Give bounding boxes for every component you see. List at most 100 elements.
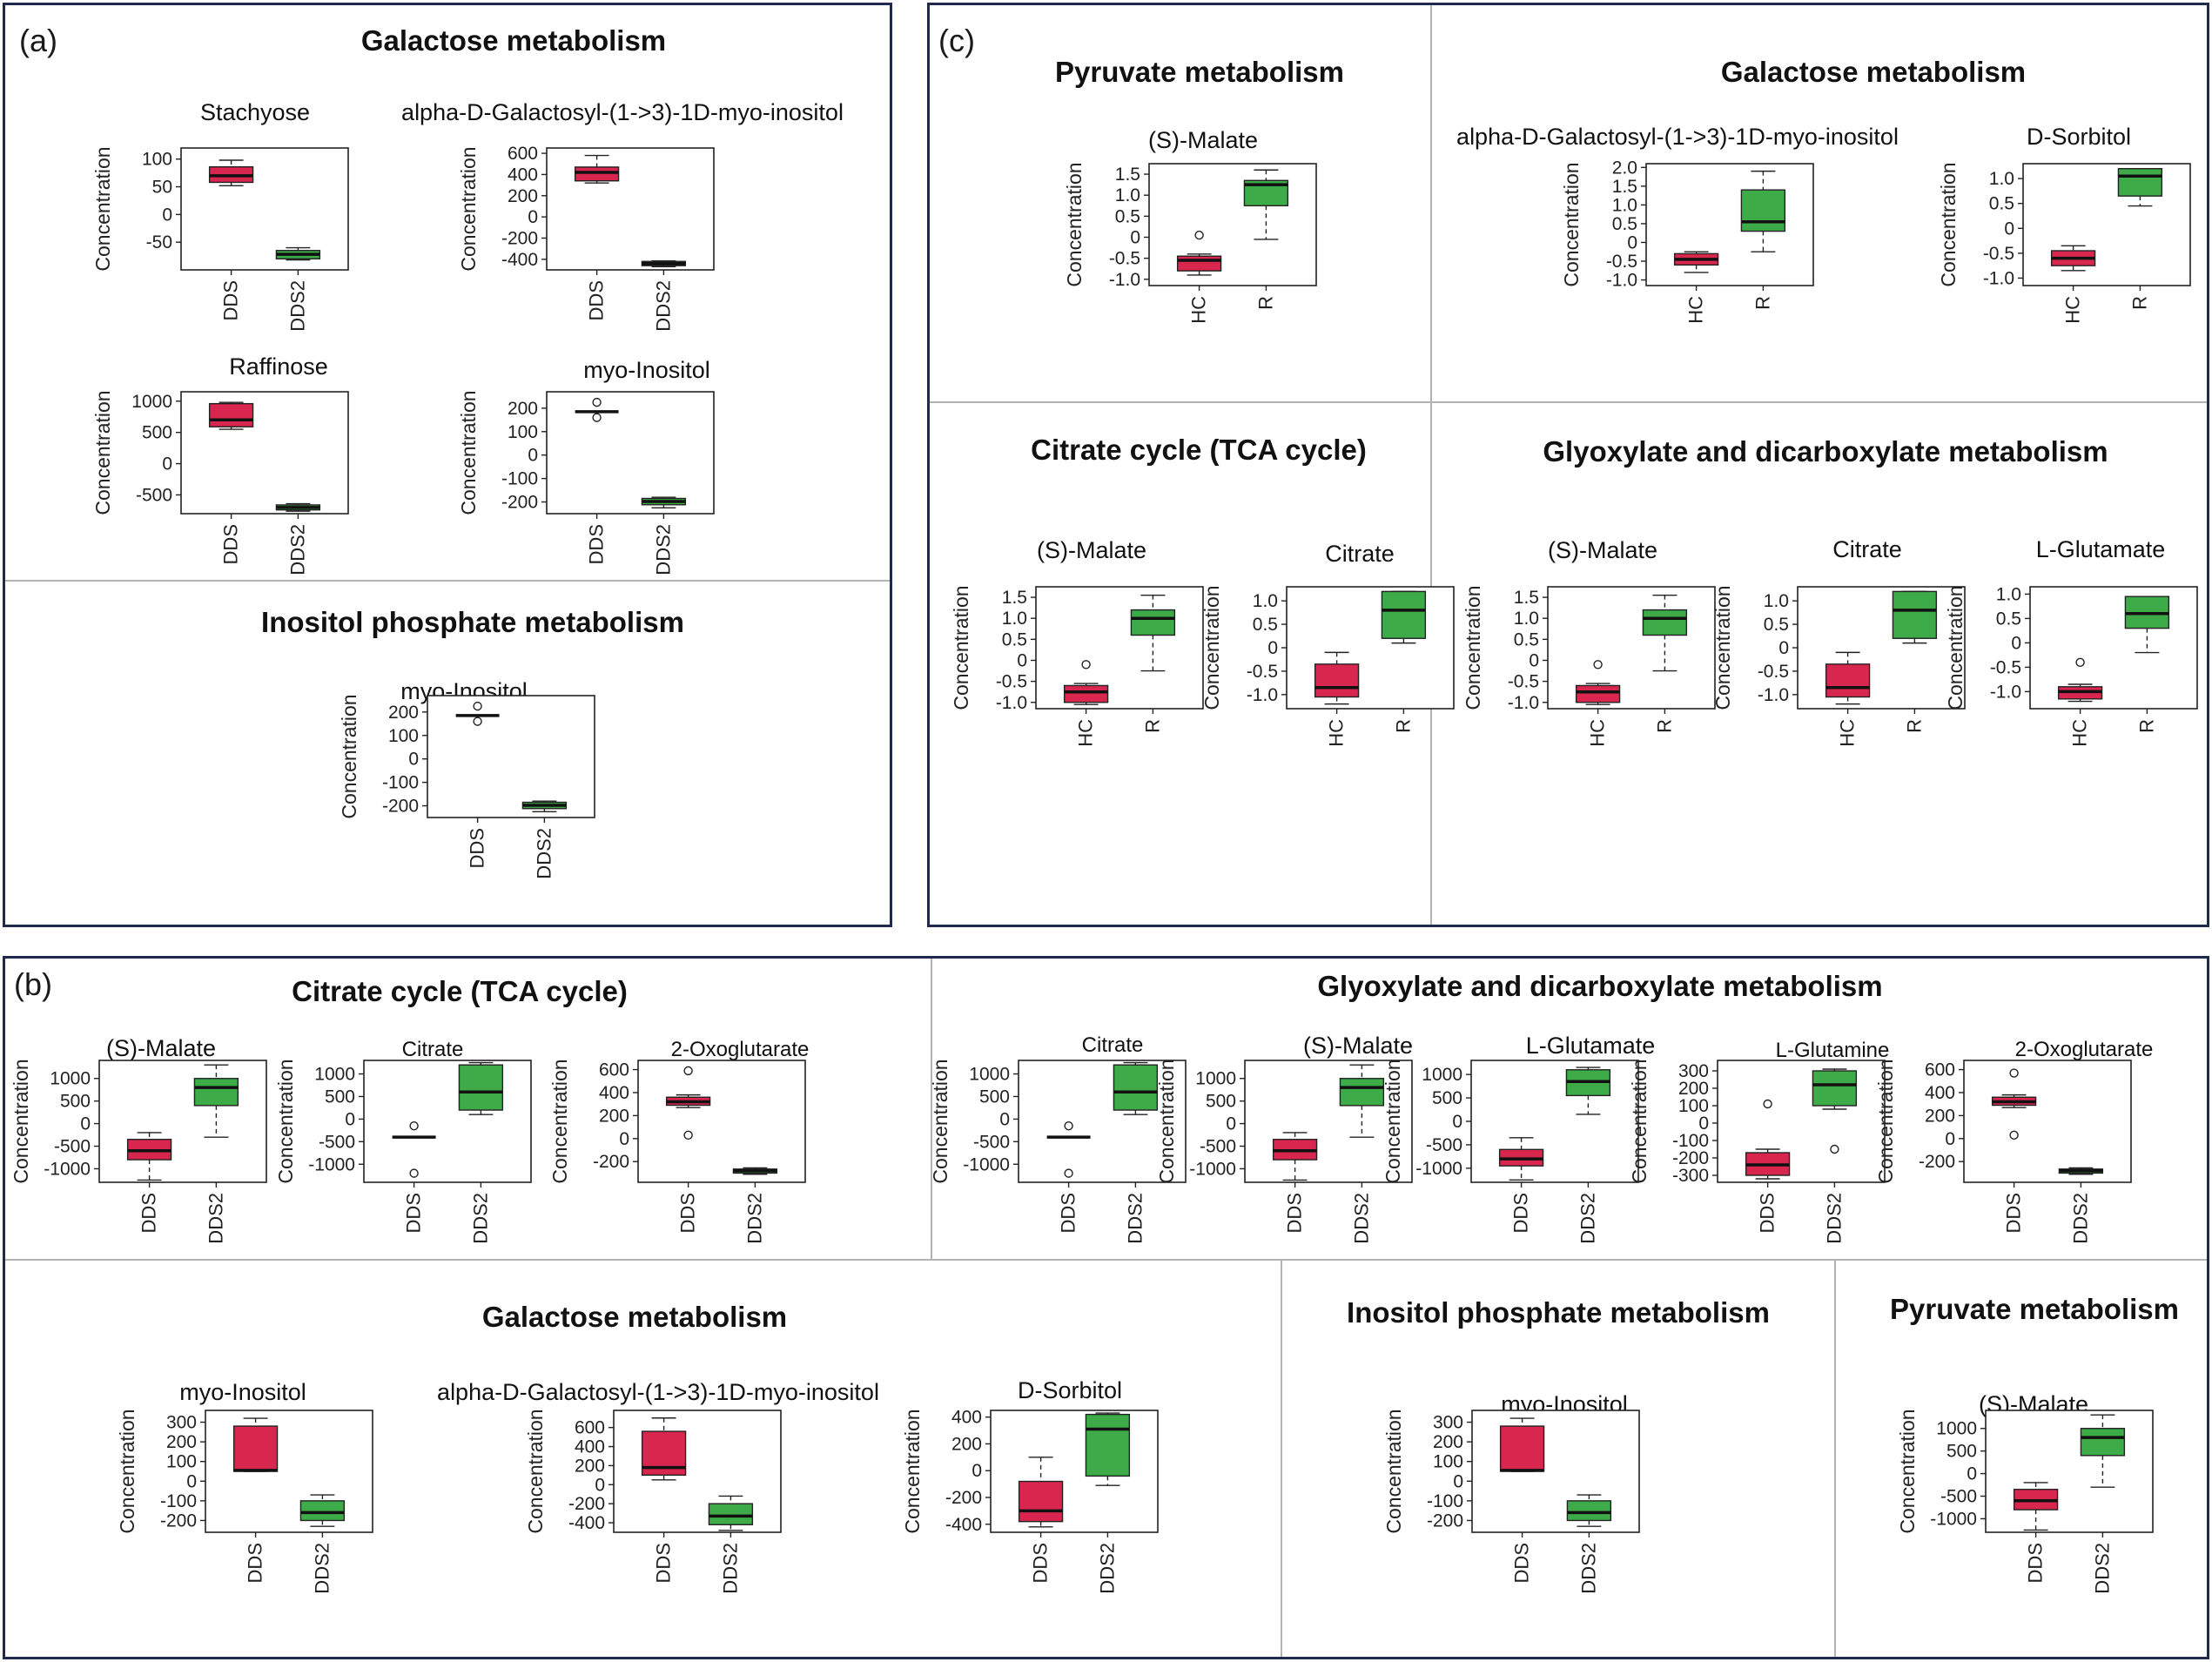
- plot-title: Raffinose: [229, 353, 328, 380]
- boxplot-a4: myo-Inositol 200 100 0 -100 -200 Concentration…: [457, 357, 715, 575]
- outlier-point: [409, 1168, 419, 1178]
- plot-title: alpha-D-Galactosyl-(1->3)-1D-myo-inosito…: [1456, 124, 1899, 150]
- plot-frame: [1286, 586, 1455, 710]
- y-tick-label: 1.0: [1253, 591, 1278, 611]
- x-tick-label: DDS: [467, 828, 488, 868]
- plot-frame: [1471, 1410, 1640, 1533]
- y-tick-label: 1.0: [1996, 584, 2021, 604]
- y-tick-label: 300: [1433, 1413, 1463, 1433]
- y-tick-label: -400: [568, 1513, 605, 1533]
- box-group2: [299, 1500, 346, 1522]
- plot-frame: [2029, 586, 2198, 710]
- y-tick-label: -1.0: [1247, 685, 1278, 705]
- y-tick-label: 0: [1130, 227, 1140, 247]
- plot-title: Citrate: [1325, 541, 1395, 567]
- outlier-point: [1081, 660, 1091, 670]
- y-axis-label: Concentration: [1937, 162, 1960, 286]
- y-tick-label: 0: [1267, 638, 1278, 658]
- x-tick-label: DDS: [1058, 1193, 1079, 1233]
- y-tick-label: 1000: [131, 392, 172, 412]
- box-group1: [1018, 1480, 1064, 1523]
- plot-title: Citrate: [1832, 536, 1902, 562]
- y-tick-label: -200: [593, 1152, 629, 1172]
- y-tick-label: 500: [325, 1087, 355, 1107]
- section-title-b-galactose: Galactose metabolism: [481, 1301, 788, 1333]
- y-axis-label: Concentration: [950, 585, 972, 710]
- y-axis-label: Concentration: [1063, 162, 1086, 286]
- x-tick-label: DDS: [1757, 1193, 1778, 1233]
- y-tick-label: 300: [1678, 1061, 1709, 1081]
- section-title-a-inositol-phosphate: Inositol phosphate metabolism: [261, 606, 684, 638]
- y-tick-label: -1.0: [1758, 685, 1789, 705]
- panel-b-divider-vertical-bottom-1: [1281, 1261, 1282, 1657]
- y-tick-label: 500: [142, 423, 172, 443]
- boxplot-c8: L-Glutamate 1.0 0.5 0 -0.5 -1.0 Concentration H…: [1944, 536, 2198, 747]
- plot-frame: [1717, 1060, 1886, 1183]
- boxplot-b10: alpha-D-Galactosyl-(1->3)-1D-myo-inosito…: [437, 1379, 879, 1594]
- x-tick-label: DDS2: [311, 1543, 333, 1594]
- plot-frame: [1985, 1410, 2154, 1533]
- y-tick-label: 0: [972, 1461, 982, 1481]
- y-axis-label: Concentration: [1874, 1059, 1897, 1183]
- y-tick-label: 1000: [1422, 1065, 1462, 1085]
- plot-title: 2-Oxoglutarate: [671, 1038, 810, 1061]
- outlier-point: [1064, 1168, 1073, 1178]
- y-axis-label: Concentration: [10, 1059, 32, 1183]
- x-tick-label: DDS2: [1096, 1543, 1118, 1594]
- box-group1: [1499, 1425, 1545, 1472]
- plot-frame: [427, 695, 595, 818]
- plot-title: D-Sorbitol: [2027, 124, 2131, 150]
- y-tick-label: 500: [60, 1092, 91, 1112]
- boxplot-b3: 2-Oxoglutarate 600 400 200 0 -200 Concentratio…: [548, 1038, 809, 1244]
- y-tick-label: -100: [501, 469, 538, 489]
- plot-frame: [363, 1060, 532, 1183]
- y-tick-label: 0: [162, 205, 172, 225]
- y-tick-label: 0: [528, 207, 538, 227]
- x-tick-label: HC: [1685, 296, 1707, 324]
- x-tick-label: R: [1392, 719, 1414, 733]
- outlier-point: [1763, 1099, 1772, 1109]
- y-tick-label: 0: [1967, 1464, 1977, 1484]
- y-axis-label: Concentration: [1896, 1409, 1919, 1533]
- x-tick-label: DDS2: [1577, 1193, 1598, 1244]
- outlier-point: [409, 1120, 419, 1131]
- y-tick-label: -1000: [1189, 1159, 1236, 1179]
- y-tick-label: 0.5: [1002, 629, 1027, 649]
- y-tick-label: -0.5: [1109, 249, 1140, 269]
- y-axis-label: Concentration: [91, 390, 114, 515]
- plot-frame: [1645, 163, 1814, 286]
- y-tick-label: 1.0: [1764, 591, 1789, 611]
- y-tick-label: 0.5: [1514, 629, 1539, 649]
- y-tick-label: 200: [951, 1434, 982, 1454]
- y-tick-label: 400: [599, 1083, 629, 1103]
- plot-title: D-Sorbitol: [1018, 1377, 1122, 1403]
- boxplot-a3: Raffinose 1000 500 0 -500 Concentration DDS DDS…: [91, 353, 349, 575]
- y-tick-label: -200: [568, 1494, 605, 1514]
- y-tick-label: 0: [186, 1471, 197, 1491]
- x-tick-label: DDS2: [1823, 1193, 1845, 1244]
- plot-title: (S)-Malate: [1148, 127, 1258, 153]
- y-tick-label: 1.0: [1989, 169, 2014, 189]
- plot-title: 2-Oxoglutarate: [2015, 1038, 2154, 1061]
- y-axis-label: Concentration: [901, 1409, 924, 1533]
- y-tick-label: 200: [1925, 1106, 1955, 1126]
- y-tick-label: 0.5: [1996, 609, 2021, 629]
- boxplot-b12: myo-Inositol3002001000-100-200Concentrat…: [1382, 1391, 1640, 1594]
- y-axis-label: Concentration: [457, 146, 480, 271]
- x-tick-label: R: [1751, 296, 1773, 310]
- x-tick-label: DDS: [653, 1543, 675, 1583]
- y-tick-label: 0: [345, 1109, 355, 1129]
- y-tick-label: -0.5: [1508, 672, 1539, 692]
- y-tick-label: -50: [146, 232, 172, 252]
- y-tick-label: 200: [1433, 1432, 1463, 1452]
- y-tick-label: 0: [595, 1475, 605, 1495]
- outlier-point: [1593, 660, 1603, 670]
- plot-frame: [1797, 586, 1966, 710]
- y-axis-label: Concentration: [1711, 585, 1734, 710]
- y-tick-label: -200: [1672, 1148, 1709, 1168]
- x-tick-label: HC: [1587, 719, 1609, 747]
- boxplot-b8: 2-Oxoglutarate 600 400 200 0 -200 Concentratio…: [1874, 1038, 2153, 1244]
- boxplot-c7: Citrate 1.0 0.5 0 -0.5 -1.0 Concentration HC R: [1711, 536, 1966, 747]
